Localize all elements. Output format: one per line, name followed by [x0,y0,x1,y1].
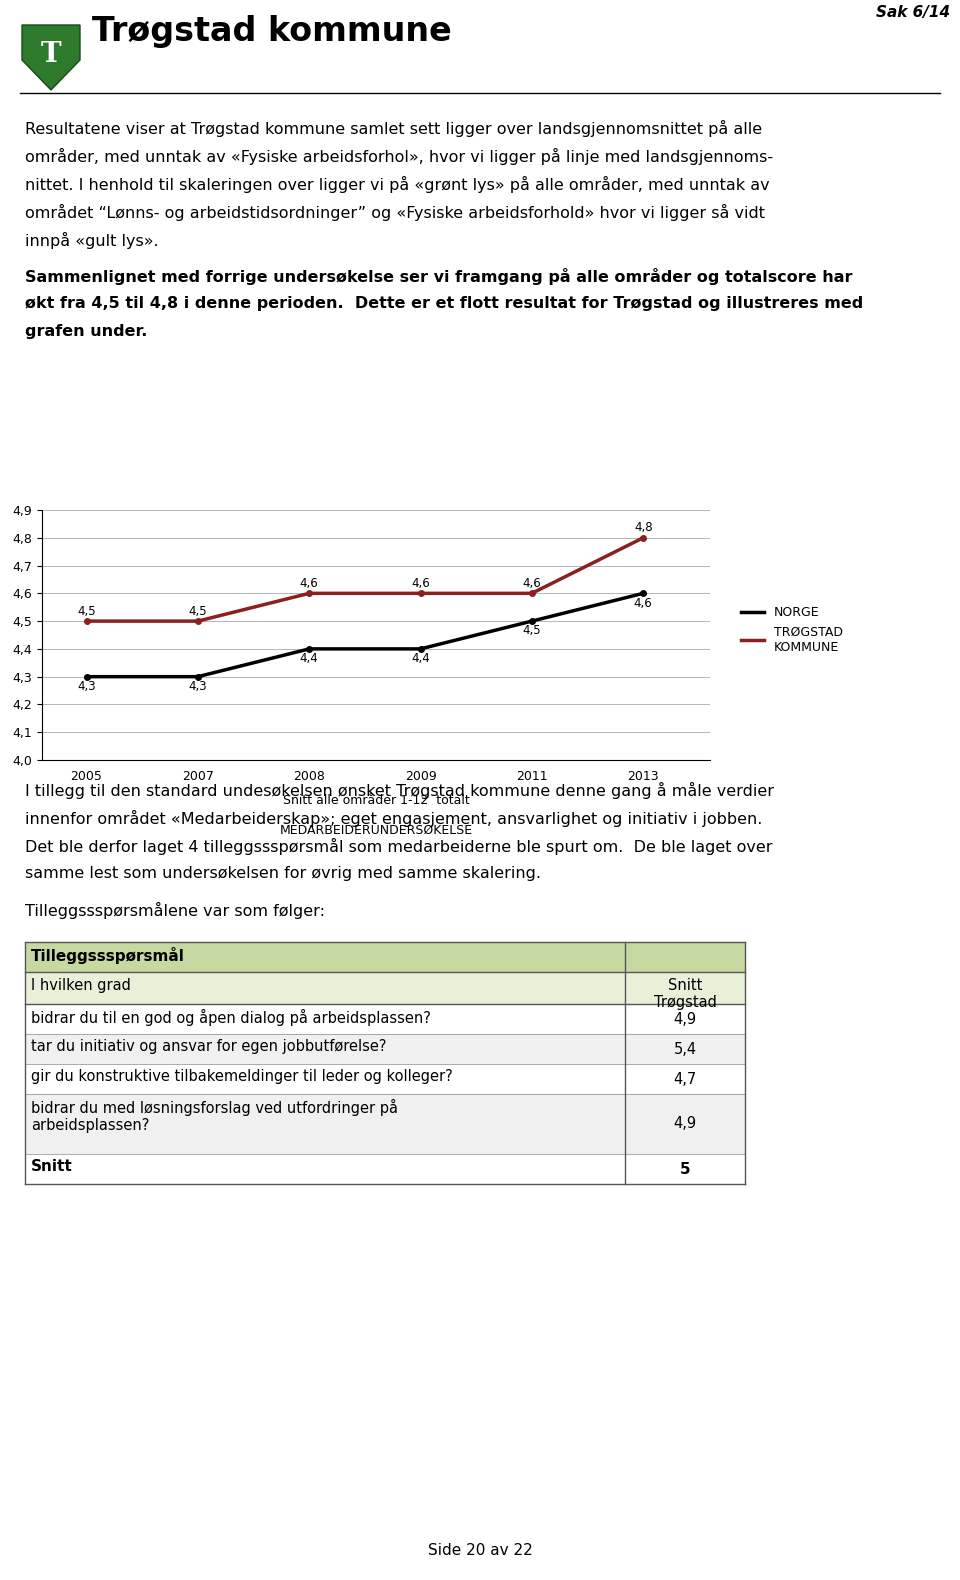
Text: områder, med unntak av «Fysiske arbeidsforhol», hvor vi ligger på linje med land: områder, med unntak av «Fysiske arbeidsf… [25,149,773,164]
Text: 4,3: 4,3 [77,679,96,694]
Text: 4,9: 4,9 [673,1011,697,1027]
Text: 4,5: 4,5 [188,605,207,618]
Text: Snitt: Snitt [31,1160,73,1174]
Text: 5: 5 [680,1161,690,1177]
Text: samme lest som undersøkelsen for øvrig med samme skalering.: samme lest som undersøkelsen for øvrig m… [25,866,541,882]
Text: bidrar du til en god og åpen dialog på arbeidsplassen?: bidrar du til en god og åpen dialog på a… [31,1010,431,1025]
Text: nittet. I henhold til skaleringen over ligger vi på «grønt lys» på alle områder,: nittet. I henhold til skaleringen over l… [25,175,770,193]
Text: 4,3: 4,3 [188,679,207,694]
Text: Trøgstad kommune: Trøgstad kommune [92,16,452,49]
Text: Side 20 av 22: Side 20 av 22 [427,1544,533,1558]
Text: 4,6: 4,6 [300,577,319,589]
Text: bidrar du med løsningsforslag ved utfordringer på
arbeidsplassen?: bidrar du med løsningsforslag ved utford… [31,1100,398,1133]
Text: økt fra 4,5 til 4,8 i denne perioden.  Dette er et flott resultat for Trøgstad o: økt fra 4,5 til 4,8 i denne perioden. De… [25,295,863,311]
FancyBboxPatch shape [25,1063,745,1093]
Text: Sammenlignet med forrige undersøkelse ser vi framgang på alle områder og totalsc: Sammenlignet med forrige undersøkelse se… [25,269,852,284]
Text: T: T [40,41,61,68]
Text: tar du initiativ og ansvar for egen jobbutførelse?: tar du initiativ og ansvar for egen jobb… [31,1040,387,1054]
FancyBboxPatch shape [25,1093,745,1153]
Text: 4,7: 4,7 [673,1071,697,1087]
Text: Sak 6/14: Sak 6/14 [876,5,950,21]
Text: 4,6: 4,6 [522,577,541,589]
Text: 4,9: 4,9 [673,1117,697,1131]
Polygon shape [22,25,80,90]
Text: 4,6: 4,6 [411,577,430,589]
Legend: NORGE, TRØGSTAD
KOMMUNE: NORGE, TRØGSTAD KOMMUNE [736,602,848,659]
Text: Resultatene viser at Trøgstad kommune samlet sett ligger over landsgjennomsnitte: Resultatene viser at Trøgstad kommune sa… [25,120,762,137]
Text: gir du konstruktive tilbakemeldinger til leder og kolleger?: gir du konstruktive tilbakemeldinger til… [31,1070,453,1084]
Text: 4,6: 4,6 [634,597,653,610]
Text: området “Lønns- og arbeidstidsordninger” og «Fysiske arbeidsforhold» hvor vi lig: området “Lønns- og arbeidstidsordninger”… [25,204,765,221]
Text: innenfor området «Medarbeiderskap»; eget engasjement, ansvarlighet og initiativ : innenfor området «Medarbeiderskap»; eget… [25,811,762,826]
Text: 5,4: 5,4 [673,1041,697,1057]
Text: Snitt
Trøgstad: Snitt Trøgstad [654,978,716,1010]
Text: Tilleggssspørsmålene var som følger:: Tilleggssspørsmålene var som følger: [25,902,325,920]
Text: 4,5: 4,5 [522,624,541,637]
Text: I tillegg til den standard undesøkelsen ønsket Trøgstad kommune denne gang å mål: I tillegg til den standard undesøkelsen … [25,782,774,799]
Text: Tilleggssspørsmål: Tilleggssspørsmål [31,946,185,964]
FancyBboxPatch shape [25,1033,745,1063]
FancyBboxPatch shape [25,1153,745,1183]
Text: grafen under.: grafen under. [25,324,148,340]
Text: 4,4: 4,4 [411,653,430,665]
Text: innpå «gult lys».: innpå «gult lys». [25,232,158,250]
Text: 4,8: 4,8 [634,521,653,534]
FancyBboxPatch shape [25,942,745,972]
FancyBboxPatch shape [25,972,745,1003]
FancyBboxPatch shape [25,1003,745,1033]
Text: Det ble derfor laget 4 tilleggssspørsmål som medarbeiderne ble spurt om.  De ble: Det ble derfor laget 4 tilleggssspørsmål… [25,837,773,855]
Text: 4,4: 4,4 [300,653,319,665]
X-axis label: Snitt alle områder 1-12  totalt

MEDARBEIDERUNDERSØKELSE: Snitt alle områder 1-12 totalt MEDARBEID… [279,793,472,837]
Text: I hvilken grad: I hvilken grad [31,978,131,992]
Text: 4,5: 4,5 [77,605,96,618]
